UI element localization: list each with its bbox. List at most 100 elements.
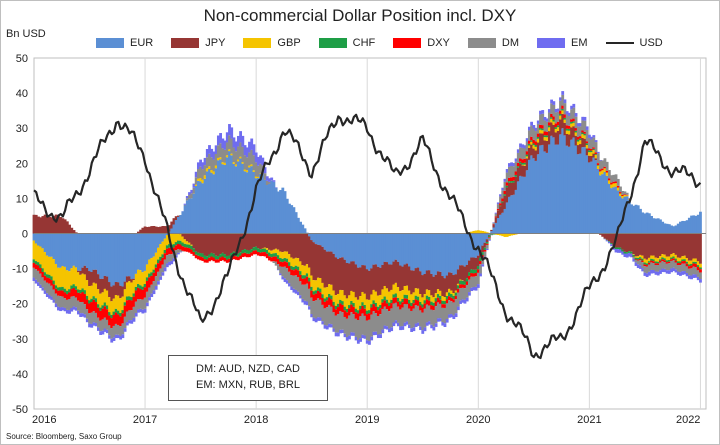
bar-eur: [312, 233, 316, 243]
bar-dxy: [381, 302, 385, 309]
bar-dm: [696, 270, 700, 277]
bar-dm: [383, 306, 387, 326]
bar-dm: [545, 121, 549, 132]
bar-jpy: [503, 195, 507, 209]
bar-chf: [572, 121, 576, 123]
bar-chf: [565, 128, 569, 131]
bar-jpy: [685, 233, 689, 259]
bar-dxy: [32, 262, 36, 268]
bar-dxy: [123, 305, 127, 317]
bar-dm: [292, 275, 296, 289]
bar-dxy: [461, 284, 465, 288]
bar-chf: [448, 292, 451, 297]
bar-dxy: [85, 299, 89, 310]
bar-em: [194, 171, 198, 178]
bar-em: [510, 162, 514, 166]
bar-eur: [210, 172, 214, 234]
bar-jpy: [305, 233, 309, 265]
bar-eur: [603, 171, 607, 234]
bar-dm: [92, 311, 96, 323]
bar-dxy: [77, 292, 80, 301]
bar-dm: [341, 312, 345, 330]
bar-dm: [694, 267, 698, 275]
bar-eur: [685, 220, 689, 234]
bar-dm: [221, 148, 225, 163]
bar-jpy: [216, 233, 220, 257]
bar-em: [632, 258, 636, 262]
bar-dm: [556, 111, 560, 122]
bar-dxy: [576, 137, 580, 140]
bar-chf: [34, 261, 38, 265]
bar-jpy: [308, 236, 311, 268]
bar-eur: [561, 128, 565, 234]
bar-chf: [203, 255, 207, 260]
bar-dm: [421, 312, 425, 331]
bar-dxy: [368, 313, 371, 320]
bar-chf: [81, 288, 85, 293]
bar-em: [285, 280, 289, 284]
bar-chf: [596, 165, 600, 166]
bar-eur: [414, 233, 418, 269]
bar-dxy: [445, 299, 449, 304]
bar-eur: [221, 164, 225, 234]
bar-dm: [370, 314, 374, 337]
bar-eur: [363, 233, 367, 266]
bar-em: [485, 248, 489, 251]
bar-em: [539, 110, 542, 115]
bar-em: [547, 109, 551, 113]
bar-eur: [574, 145, 578, 234]
bar-chf: [419, 301, 422, 306]
bar-eur: [647, 213, 651, 234]
y-tick-label: 30: [16, 123, 28, 135]
bar-em: [550, 99, 554, 104]
bar-em: [148, 297, 151, 301]
bar-em: [34, 279, 38, 284]
bar-em: [221, 138, 225, 149]
bar-eur: [334, 233, 338, 258]
bar-dxy: [152, 272, 156, 282]
bar-gbp: [441, 296, 445, 301]
bar-chf: [265, 249, 269, 254]
bar-gbp: [421, 297, 425, 305]
bar-dm: [259, 163, 262, 174]
bar-dxy: [265, 253, 269, 259]
bar-dxy: [376, 310, 380, 317]
bar-eur: [550, 135, 554, 234]
bar-chf: [294, 265, 298, 270]
bar-dxy: [259, 252, 262, 257]
bar-dm: [494, 213, 498, 217]
bar-eur: [379, 233, 382, 268]
bar-eur: [323, 233, 327, 250]
bar-gbp: [143, 270, 147, 284]
bar-jpy: [448, 272, 451, 289]
bar-dxy: [563, 114, 567, 118]
bar-em: [674, 269, 678, 273]
bar-gbp: [163, 238, 167, 251]
bar-jpy: [399, 265, 402, 292]
x-tick-label: 2017: [133, 414, 157, 426]
bar-dm: [610, 175, 613, 183]
bar-jpy: [214, 233, 218, 256]
legend-swatch-dm: [467, 38, 496, 48]
bar-dxy: [592, 147, 596, 149]
bar-dxy: [143, 287, 147, 298]
bar-dxy: [190, 249, 194, 254]
bar-chf: [88, 300, 91, 304]
bar-dxy: [541, 125, 545, 129]
bar-gbp: [507, 233, 511, 237]
bar-dxy: [168, 247, 171, 255]
bar-dm: [185, 198, 189, 201]
bar-em: [441, 322, 445, 326]
bar-dxy: [645, 265, 649, 267]
bar-eur: [276, 191, 280, 234]
bar-em: [585, 126, 589, 130]
bar-chf: [185, 244, 189, 248]
bar-jpy: [332, 253, 336, 291]
bar-chf: [652, 259, 656, 262]
bar-em: [61, 307, 65, 311]
bar-em: [536, 120, 540, 124]
bar-eur: [634, 204, 638, 234]
bar-jpy: [77, 270, 80, 273]
bar-em: [54, 303, 58, 308]
bar-dm: [265, 180, 269, 186]
